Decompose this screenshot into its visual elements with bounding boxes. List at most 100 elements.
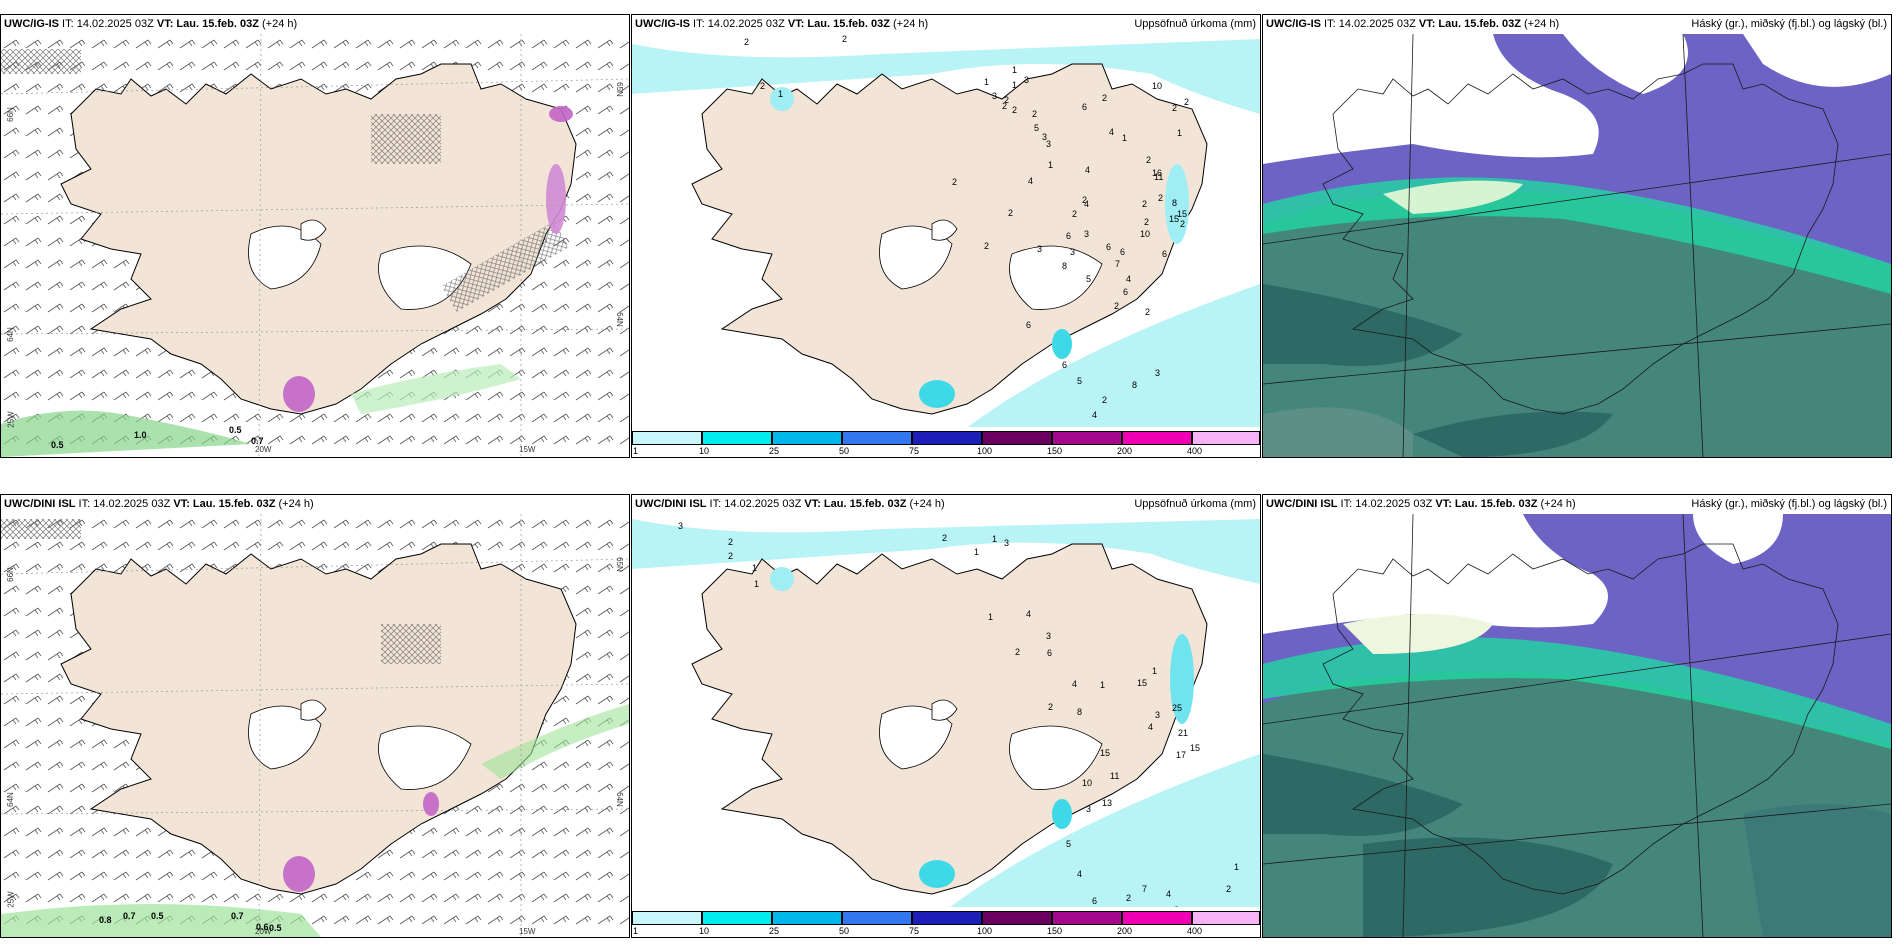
precip-value-label: 4	[1028, 176, 1034, 186]
precip-value-label: 2	[842, 34, 848, 44]
colorbar-tick: 400	[1187, 446, 1203, 456]
precip-map	[632, 514, 1260, 937]
model-name: UWC/IG-IS	[4, 18, 59, 30]
valid-time: VT: Lau. 15.feb. 03Z	[1435, 498, 1538, 510]
wind-map-panel-bottom: UWC/DINI ISL IT: 14.02.2025 03Z VT: Lau.…	[0, 494, 630, 938]
precip-value-label: 4	[1148, 722, 1154, 732]
precip-value-label: 1	[992, 534, 998, 544]
precip-value-label: 2	[1102, 93, 1108, 103]
lat-label-right: 65N	[615, 82, 625, 97]
init-time: IT: 14.02.2025 03Z	[59, 18, 157, 30]
precip-value-label: 1	[1234, 862, 1240, 872]
precip-value-label: 5	[1066, 839, 1072, 849]
colorbar-tick: 200	[1117, 926, 1133, 936]
precip-title: Uppsöfnuð úrkoma (mm)	[1134, 498, 1256, 510]
colorbar-swatch	[982, 431, 1052, 445]
precip-map-panel-top: UWC/IG-IS IT: 14.02.2025 03Z VT: Lau. 15…	[631, 14, 1261, 458]
precip-value-label: 4	[1026, 609, 1032, 619]
precip-value-label: 5	[1086, 274, 1092, 284]
colorbar-swatch	[1122, 431, 1192, 445]
wind-value-label: 0.5	[229, 425, 242, 435]
init-time: IT: 14.02.2025 03Z	[1337, 498, 1436, 510]
colorbar-swatch	[1192, 911, 1260, 925]
colorbar-tick: 10	[699, 446, 710, 456]
wind-value-label: 0.5	[51, 440, 64, 450]
precip-value-label: 8	[1062, 261, 1068, 271]
colorbar-swatch	[1052, 911, 1122, 925]
precip-value-label: 15	[1100, 748, 1111, 758]
colorbar-swatch	[702, 431, 772, 445]
precip-value-label: 16	[1152, 168, 1163, 178]
colorbar-swatch	[1052, 431, 1122, 445]
wind-value-label: 0.7	[231, 911, 244, 921]
wind-value-label: 0.8	[99, 915, 112, 925]
precip-value-label: 1	[974, 547, 980, 557]
model-name: UWC/DINI ISL	[4, 498, 76, 510]
precip-value-label: 3	[1042, 132, 1048, 142]
precip-value-label: 2	[1184, 97, 1190, 107]
colorbar-tick: 200	[1117, 446, 1133, 456]
precip-value-label: 3	[1155, 710, 1161, 720]
wind-value-label: 0.7	[251, 436, 264, 446]
lead-time: (+24 h)	[906, 498, 945, 510]
panel-header: UWC/DINI ISL IT: 14.02.2025 03Z VT: Lau.…	[1, 495, 629, 514]
precip-value-label: 2	[1180, 219, 1186, 229]
panel-header: UWC/DINI ISL IT: 14.02.2025 03Z VT: Lau.…	[632, 495, 1260, 514]
panel-header: UWC/IG-IS IT: 14.02.2025 03Z VT: Lau. 15…	[632, 15, 1260, 34]
precip-value-label: 10	[1082, 778, 1093, 788]
init-time: IT: 14.02.2025 03Z	[75, 498, 174, 510]
colorbar-tick: 25	[769, 926, 780, 936]
colorbar-tick: 1	[633, 446, 639, 456]
precip-value-label: 8	[1132, 380, 1138, 390]
lat-label: 64N	[5, 327, 15, 342]
lon-label: 20W	[255, 445, 272, 454]
precip-value-label: 2	[728, 551, 734, 561]
precip-value-label: 4	[1085, 165, 1091, 175]
lon-label: 25W	[6, 891, 16, 908]
precip-value-label: 2	[1144, 217, 1150, 227]
colorbar-tick: 100	[977, 926, 993, 936]
colorbar-tick: 50	[839, 446, 850, 456]
precip-value-label: 3	[1024, 75, 1030, 85]
precip-value-label: 25	[1172, 703, 1183, 713]
precip-value-label: 10	[1140, 229, 1151, 239]
precip-value-label: 3	[1037, 244, 1043, 254]
precip-value-label: 8	[1172, 198, 1178, 208]
precip-value-label: 1	[1100, 680, 1106, 690]
colorbar-swatch	[842, 431, 912, 445]
lead-time: (+24 h)	[275, 498, 314, 510]
precip-value-label: 15	[1169, 214, 1180, 224]
colorbar-tick: 400	[1187, 926, 1203, 936]
precip-value-label: 17	[1176, 750, 1187, 760]
precip-value-label: 4	[1109, 127, 1115, 137]
precip-value-label: 8	[1077, 707, 1083, 717]
precip-value-label: 4	[1077, 869, 1083, 879]
wind-map	[1, 514, 629, 937]
colorbar-swatch	[1122, 911, 1192, 925]
lat-label-right: 65N	[615, 557, 625, 572]
lat-label: 66N	[5, 107, 15, 122]
precip-value-label: 2	[1145, 307, 1151, 317]
panel-header: UWC/IG-IS IT: 14.02.2025 03Z VT: Lau. 15…	[1263, 15, 1891, 34]
precip-value-label: 15	[1190, 743, 1201, 753]
colorbar-swatch	[912, 911, 982, 925]
lead-time: (+24 h)	[889, 18, 929, 30]
precip-value-label: 2	[1032, 109, 1038, 119]
valid-time: VT: Lau. 15.feb. 03Z	[173, 498, 276, 510]
colorbar-swatch	[1192, 431, 1260, 445]
model-name: UWC/IG-IS	[1266, 18, 1321, 30]
precip-map	[632, 34, 1260, 457]
model-name: UWC/IG-IS	[635, 18, 690, 30]
wind-map	[1, 34, 629, 457]
precip-value-label: 6	[1026, 320, 1032, 330]
wind-map-panel-top: UWC/IG-IS IT: 14.02.2025 03Z VT: Lau. 15…	[0, 14, 630, 458]
precip-value-label: 2	[744, 37, 750, 47]
precip-colorbar: 1 10 25 50 75 100 150 200 400	[632, 427, 1260, 457]
precip-value-label: 6	[1066, 231, 1072, 241]
precip-value-label: 2	[1146, 155, 1152, 165]
precip-value-label: 1	[1012, 80, 1018, 90]
precip-value-label: 2	[1226, 884, 1232, 894]
precip-value-label: 6	[1120, 247, 1126, 257]
precip-value-label: 3	[992, 91, 998, 101]
precip-value-label: 1	[1012, 65, 1018, 75]
